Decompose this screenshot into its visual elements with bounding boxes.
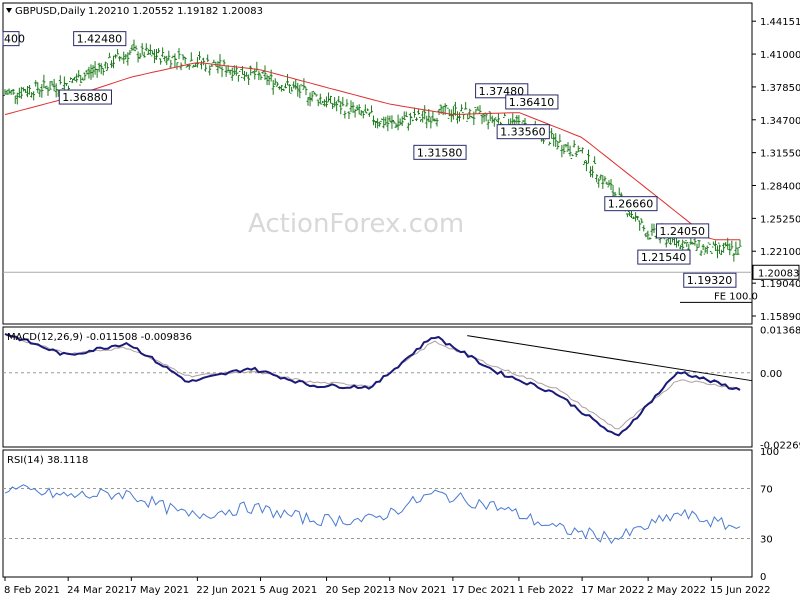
price-ytick-label: 1.28400 (760, 182, 800, 193)
collapse-arrow-icon[interactable] (6, 8, 12, 13)
price-ytick-label: 1.22100 (760, 247, 800, 258)
price-annotation-label: 1.36880 (62, 91, 108, 104)
price-annotation-box (2, 31, 20, 47)
rsi-ytick-label: 100 (760, 447, 779, 458)
price-ytick-label: 1.34700 (760, 116, 800, 127)
macd-signal-line (4, 333, 741, 430)
price-annotation-box (637, 249, 691, 265)
rsi-ytick-label: 0 (760, 572, 766, 583)
price-annotation-box (655, 223, 710, 239)
price-ytick-label: 1.31550 (760, 149, 800, 160)
x-tick-label: 20 Sep 2021 (326, 585, 389, 596)
price-ytick-label: 1.41000 (760, 50, 800, 61)
macd-ytick-label: 0.00 (760, 369, 782, 380)
price-ytick-label: 1.15890 (760, 312, 800, 323)
moving-average-line (4, 62, 740, 241)
x-tick-label: 17 Dec 2021 (452, 585, 516, 596)
x-tick-label: 2 May 2022 (647, 585, 706, 596)
price-annotation-label: 1.24050 (659, 225, 705, 238)
price-annotation-label: 1.19320 (687, 274, 733, 287)
fe-label: FE 100.0 (714, 291, 758, 302)
price-annotation-label: 1.33560 (500, 126, 546, 139)
price-annotation-box (475, 83, 529, 99)
x-tick-label: 5 Aug 2021 (260, 585, 318, 596)
macd-ytick-label: -0.022698 (760, 440, 800, 451)
price-ytick-label: 1.37850 (760, 83, 800, 94)
price-panel-frame (2, 2, 753, 325)
price-annotation-label: 1.42480 (77, 33, 123, 46)
rsi-panel-frame (2, 449, 753, 578)
x-tick-label: 22 Jun 2021 (196, 585, 256, 596)
price-annotation-box (496, 124, 550, 140)
price-annotation-label: 1.26660 (608, 198, 654, 211)
price-annotation-label: 1.36410 (509, 96, 555, 109)
price-annotation-label: 1.21540 (641, 251, 687, 264)
x-tick-label: 1 Feb 2022 (518, 585, 574, 596)
price-annotation-label: 1.31580 (417, 146, 463, 159)
price-annotation-label: 400 (4, 33, 25, 46)
rsi-ytick-label: 30 (760, 535, 773, 546)
price-ytick-label: 1.19040 (760, 279, 800, 290)
price-annotation-box (604, 196, 658, 212)
rsi-ytick-label: 70 (760, 485, 773, 496)
watermark: ActionForex.com (248, 209, 464, 239)
last-price-label: 1.20083 (758, 268, 799, 279)
x-tick-label: 15 Jun 2022 (710, 585, 770, 596)
rsi-title: RSI(14) 38.1118 (7, 455, 88, 466)
macd-line (4, 332, 741, 437)
price-annotation-box (413, 144, 467, 160)
x-tick-label: 3 Nov 2021 (389, 585, 447, 596)
macd-trendline (467, 335, 753, 382)
ohlc-readout: 1.20210 1.20552 1.19182 1.20083 (88, 6, 263, 17)
x-tick-label: 8 Feb 2021 (4, 585, 60, 596)
price-annotation-box (683, 272, 737, 288)
x-tick-label: 24 Mar 2021 (67, 585, 130, 596)
symbol-title: GBPUSD,Daily (15, 6, 86, 17)
price-ytick-label: 1.25250 (760, 214, 800, 225)
macd-ytick-label: 0.013686 (760, 326, 800, 337)
price-annotation-box (58, 89, 112, 105)
x-tick-label: 7 May 2021 (130, 585, 189, 596)
x-tick-label: 17 Mar 2022 (581, 585, 644, 596)
price-annotation-box (73, 31, 127, 47)
price-ytick-label: 1.44151 (760, 17, 800, 28)
last-price-box (752, 264, 800, 280)
macd-panel-frame (2, 326, 753, 448)
rsi-line (4, 484, 741, 545)
price-annotation-box (505, 94, 559, 110)
macd-title: MACD(12,26,9) -0.011508 -0.009836 (7, 332, 192, 343)
